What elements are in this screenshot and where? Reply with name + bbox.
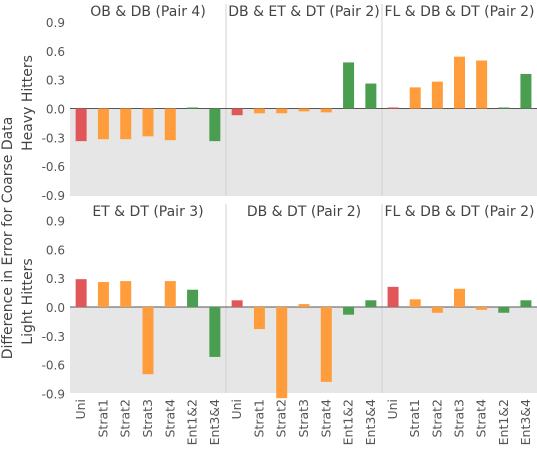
row-light-hitters: 0.9 0.6 0.3 0.0 -0.3 -0.6 -0.9 Light Hitters ET … [20,204,537,445]
x-tick-label: Uni [73,399,88,420]
negative-region [70,307,537,393]
x-tick-label: Ent1&2 [185,399,200,445]
bar-strat2 [276,108,288,114]
panel-title: FL & DB & DT (Pair 2) [385,4,535,20]
bar-ent1-2 [187,289,199,307]
x-tick-label: Strat4 [474,399,489,438]
bar-strat2 [120,108,132,140]
bar-ent1-2 [498,107,510,109]
bar-uni [387,286,399,307]
panel-title: OB & DB (Pair 4) [90,4,206,20]
bar-uni [231,300,243,307]
bar-strat4 [320,108,332,113]
x-tick-label: Ent3&4 [363,399,378,445]
bar-strat1 [409,299,421,307]
panel-title: DB & ET & DT (Pair 2) [228,4,380,20]
x-tick-label: Strat1 [407,399,422,438]
panel-title: DB & DT (Pair 2) [247,204,361,220]
bar-ent1-2 [498,307,510,313]
y-axis-label: Difference in Error for Coarse Data [0,117,16,360]
y-tick-label: 0.9 [46,16,65,30]
bar-strat3 [454,56,465,109]
bar-ent3-4 [209,307,221,357]
bar-strat1 [97,108,109,140]
x-tick-label: Strat3 [296,399,311,438]
y-tick-label: -0.6 [42,160,65,174]
bar-strat2 [431,81,443,109]
bar-uni [75,279,87,307]
y-tick-label: -0.9 [42,387,65,401]
bar-strat1 [409,87,421,109]
bar-ent3-4 [209,108,221,142]
x-tick-label: Strat3 [452,399,467,438]
panel-1: OB & DB (Pair 4) [75,4,221,142]
x-tick-label: Ent3&4 [207,399,222,445]
bar-strat2 [276,307,288,399]
panel-2: DB & DT (Pair 2) Uni Strat1 Strat2 Strat3 Str… [229,204,378,445]
x-tick-label: Strat3 [140,399,155,438]
bar-uni [231,108,243,116]
bar-strat4 [320,307,332,382]
y-tick-label: -0.6 [42,359,65,373]
bar-ent3-4 [520,73,532,109]
chart-rows: 0.9 0.6 0.3 0.0 -0.3 -0.6 -0.9 Heavy Hitters OB … [20,4,537,445]
negative-region [70,108,537,196]
bar-ent1-2 [343,62,355,109]
x-tick-label: Ent1&2 [496,399,511,445]
bar-strat1 [253,108,265,114]
y-tick-label: 0.6 [46,45,65,59]
x-tick-label: Strat1 [251,399,266,438]
bar-strat2 [431,307,443,313]
bar-uni [75,108,87,142]
y-tick-label: 0.3 [46,74,65,88]
bar-strat3 [298,304,310,307]
x-tick-label: Strat4 [318,399,333,438]
panel-3: FL & DB & DT (Pair 2) Uni Strat1 Strat2 Stra… [385,204,535,445]
bar-strat3 [298,108,310,112]
bar-ent3-4 [365,83,377,109]
x-tick-label: Strat2 [274,399,289,438]
bar-strat4 [476,307,488,310]
y-tick-label: -0.9 [42,189,65,203]
y-tick-label: 0.9 [46,215,65,229]
bar-strat1 [253,307,265,330]
bar-strat3 [142,307,154,375]
y-tick-label: 0.0 [46,301,65,315]
y-tick-label: -0.3 [42,131,65,145]
bar-ent1-2 [343,307,355,315]
panel-2: DB & ET & DT (Pair 2) [228,4,380,116]
x-tick-label: Strat2 [118,399,133,438]
bar-strat2 [120,281,132,307]
bar-ent1-2 [187,107,199,109]
y-tick-label: 0.3 [46,272,65,286]
panel-3: FL & DB & DT (Pair 2) [385,4,535,109]
row-heavy-hitters: 0.9 0.6 0.3 0.0 -0.3 -0.6 -0.9 Heavy Hitters OB … [20,4,537,203]
panel-title: FL & DB & DT (Pair 2) [385,204,535,220]
bar-ent3-4 [520,300,532,307]
x-tick-label: Strat2 [429,399,444,438]
bar-uni [387,107,399,109]
bar-strat4 [164,281,176,307]
x-tick-label: Uni [385,399,400,420]
bar-ent3-4 [365,300,377,307]
panel-title: ET & DT (Pair 3) [92,204,203,220]
bar-strat4 [164,108,176,141]
x-tick-label: Uni [229,399,244,420]
y-tick-label: 0.6 [46,243,65,257]
bar-strat4 [476,60,488,109]
panel-1: ET & DT (Pair 3) Uni Strat1 Strat2 Strat3 Str… [73,204,222,445]
row-label: Heavy Hitters [20,55,36,151]
x-tick-label: Strat1 [95,399,110,438]
bar-strat3 [454,288,465,307]
y-tick-label: -0.3 [42,330,65,344]
bar-strat1 [97,282,109,307]
x-tick-label: Strat4 [162,399,177,438]
x-tick-label: Ent3&4 [518,399,533,445]
row-label: Light Hitters [20,258,36,344]
bar-strat3 [142,108,154,137]
y-tick-label: 0.0 [46,103,65,117]
x-tick-label: Ent1&2 [341,399,356,445]
